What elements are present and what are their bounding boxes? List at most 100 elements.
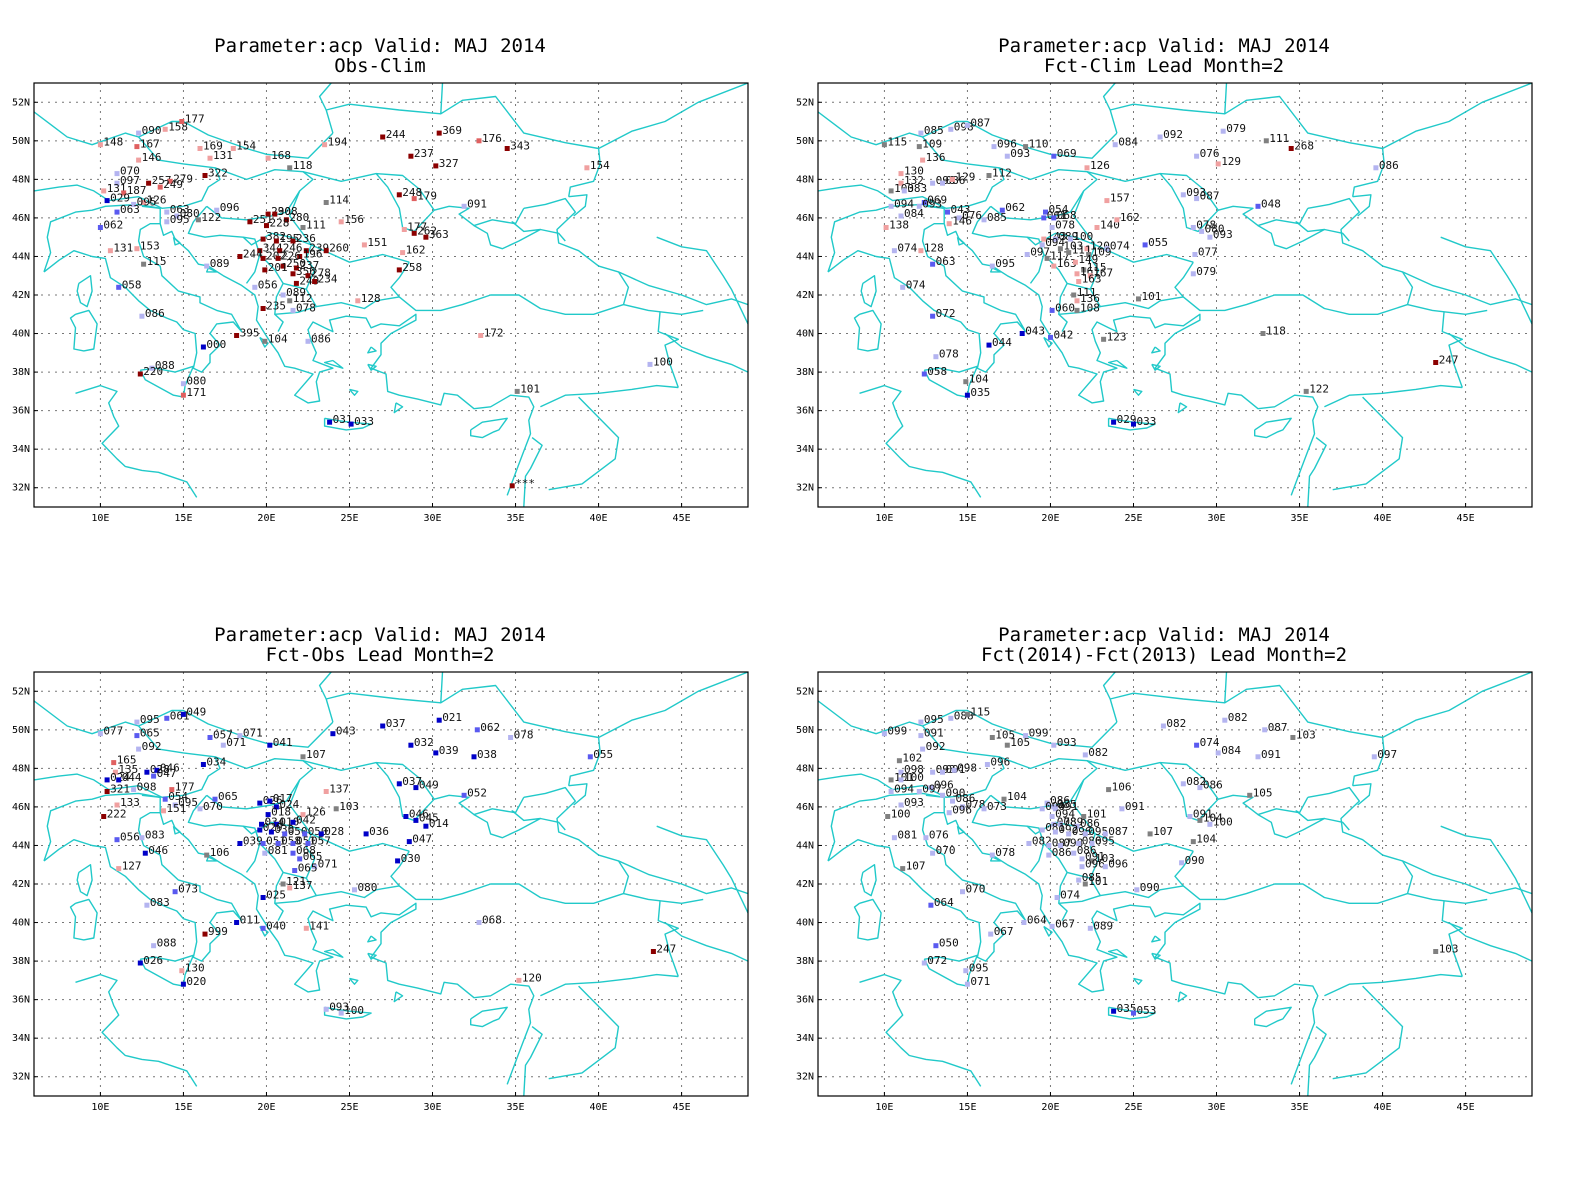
station-marker <box>1082 831 1088 837</box>
station-value-label: 037 <box>386 717 406 730</box>
station-value-label: 088 <box>157 937 177 950</box>
coastline <box>1402 860 1532 895</box>
station-value-label: 103 <box>1439 943 1459 956</box>
coastline <box>1257 810 1326 839</box>
coastlines <box>818 672 1532 1096</box>
station-marker <box>1087 273 1093 279</box>
coastline <box>1324 817 1350 831</box>
station-marker <box>1021 920 1027 925</box>
lat-tick-label: 38N <box>12 956 30 967</box>
coastline <box>1151 935 1161 943</box>
station-value-label: 133 <box>120 796 140 809</box>
station-marker <box>1052 806 1058 812</box>
station-marker <box>290 850 296 856</box>
station-marker <box>260 255 266 261</box>
station-marker <box>921 200 927 205</box>
station-value-label: 077 <box>1198 246 1218 259</box>
coastline <box>1089 833 1184 899</box>
lat-tick-label: 44N <box>796 840 814 851</box>
station-marker <box>1197 817 1203 823</box>
coastline <box>548 985 620 1080</box>
station-value-label: 093 <box>1057 736 1077 749</box>
station-marker <box>986 342 992 348</box>
station-marker <box>1215 161 1221 167</box>
coastline <box>187 794 261 873</box>
coastline <box>657 901 679 977</box>
station-value-label: 095 <box>1095 835 1115 848</box>
station-value-label: 096 <box>934 779 954 792</box>
station-marker <box>514 388 520 394</box>
coastline <box>1102 83 1116 111</box>
station-value-label: 098 <box>1063 837 1083 850</box>
coastline <box>470 1006 508 1028</box>
station-marker <box>142 850 148 856</box>
station-value-label: 044 <box>992 336 1012 349</box>
station-marker <box>408 742 414 748</box>
station-marker <box>1134 887 1140 893</box>
station-marker <box>989 263 995 269</box>
station-marker <box>97 225 103 230</box>
coastline <box>1407 892 1488 904</box>
lon-tick-label: 45E <box>1457 1102 1475 1113</box>
coastline <box>1402 271 1532 306</box>
station-value-label: 064 <box>934 896 954 909</box>
station-value-label: 080 <box>1205 222 1225 235</box>
station-value-label: 063 <box>170 203 190 216</box>
station-value-label: 035 <box>970 386 990 399</box>
station-marker <box>134 246 140 252</box>
station-marker <box>237 254 243 259</box>
station-value-label: 089 <box>1093 919 1113 932</box>
coastline <box>172 236 181 246</box>
station-marker <box>1255 203 1261 209</box>
station-marker <box>172 889 178 895</box>
station-value-label: 010 <box>279 815 299 828</box>
station-marker <box>1052 829 1058 835</box>
coastline <box>1307 1026 1327 1096</box>
station-map: 10E 15E 20E 25E 30E 35E 40E 45E 32N 34N 36N 38N 40N 4… <box>12 82 749 524</box>
station-value-label: 024 <box>279 798 299 811</box>
station-marker <box>881 142 887 148</box>
station-marker <box>265 155 271 161</box>
station-value-label: 121 <box>286 875 306 888</box>
station-marker <box>162 126 168 132</box>
coastline <box>860 864 877 897</box>
panel-subtitle: Fct(2014)-Fct(2013) Lead Month=2 <box>980 644 1348 666</box>
station-marker <box>461 203 467 209</box>
station-marker <box>885 814 891 819</box>
station-marker <box>1049 923 1055 929</box>
station-marker <box>1102 864 1108 870</box>
station-marker <box>981 806 987 812</box>
station-value-label: 084 <box>904 207 924 220</box>
station-marker <box>1102 831 1108 837</box>
lat-tick-label: 48N <box>12 763 30 774</box>
station-value-label: 014 <box>429 817 449 830</box>
station-value-label: 042 <box>296 813 316 826</box>
station-marker <box>323 789 329 794</box>
station-value-label: 151 <box>167 802 187 815</box>
station-value-label: 249 <box>163 178 183 191</box>
station-value-label: 104 <box>1203 811 1223 824</box>
station-value-label: 071 <box>226 736 246 749</box>
station-value-label: 056 <box>258 278 278 291</box>
station-value-label: 157 <box>1110 192 1130 205</box>
station-value-label: 080 <box>180 207 200 220</box>
station-value-label: 093 <box>1213 228 1233 241</box>
station-value-label: 052 <box>467 786 487 799</box>
station-map: 10E 15E 20E 25E 30E 35E 40E 45E 32N 34N 36N 38N 40N 4… <box>12 671 749 1113</box>
station-value-label: 169 <box>203 140 223 153</box>
station-marker <box>272 211 278 217</box>
station-value-label: 095 <box>924 713 944 726</box>
station-marker <box>290 271 296 277</box>
station-marker <box>396 192 402 198</box>
coastline <box>1441 312 1463 388</box>
station-marker <box>303 925 309 931</box>
station-marker <box>948 715 954 721</box>
station-marker <box>1094 225 1100 230</box>
lon-tick-label: 15E <box>174 513 192 524</box>
coastline <box>43 792 161 862</box>
station-value-label: 068 <box>296 844 316 857</box>
lat-tick-label: 50N <box>796 725 814 736</box>
station-marker <box>888 789 894 794</box>
station-value-label: 100 <box>653 355 673 368</box>
station-value-label: 085 <box>1057 798 1077 811</box>
